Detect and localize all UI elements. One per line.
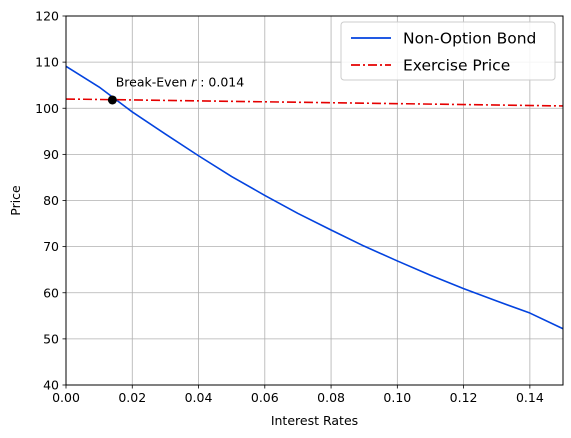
y-tick-label: 40 xyxy=(43,378,59,393)
y-axis-title: Price xyxy=(8,185,23,216)
break-even-point xyxy=(107,95,117,105)
y-tick-label: 50 xyxy=(43,331,59,346)
y-tick-label: 100 xyxy=(35,101,59,116)
x-tick-label: 0.14 xyxy=(516,390,544,405)
x-axis-title: Interest Rates xyxy=(271,413,358,428)
series-lines xyxy=(65,65,564,330)
break-even-label: Break-Even r : 0.014 xyxy=(116,75,245,90)
series-line-exercise-price xyxy=(65,98,564,107)
y-tick-label: 60 xyxy=(43,285,59,300)
x-tick-label: 0.10 xyxy=(383,390,411,405)
y-tick-label: 80 xyxy=(43,193,59,208)
x-tick-label: 0.04 xyxy=(185,390,213,405)
legend-entry: Non-Option Bond xyxy=(403,30,536,48)
y-tick-label: 70 xyxy=(43,239,59,254)
x-tick-label: 0.08 xyxy=(317,390,345,405)
x-tick-label: 0.06 xyxy=(251,390,279,405)
series-line-non-option-bond xyxy=(65,65,564,330)
annotations: Break-Even r : 0.014 xyxy=(107,75,245,105)
x-tick-label: 0.02 xyxy=(118,390,146,405)
x-tick-label: 0.12 xyxy=(450,390,478,405)
y-tick-label: 90 xyxy=(43,147,59,162)
legend-entry: Exercise Price xyxy=(403,57,510,75)
legend: Non-Option Bond Exercise Price xyxy=(340,21,556,81)
ticks: 0.00 0.02 0.04 0.06 0.08 0.10 0.12 0.14 40 50 60 70… xyxy=(35,9,544,406)
legend-box xyxy=(340,21,556,81)
y-tick-label: 110 xyxy=(35,55,59,70)
y-tick-label: 120 xyxy=(35,9,59,24)
x-tick-label: 0.00 xyxy=(52,390,80,405)
